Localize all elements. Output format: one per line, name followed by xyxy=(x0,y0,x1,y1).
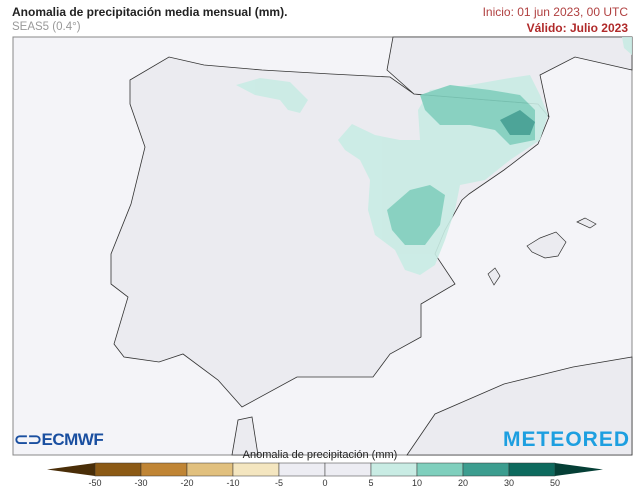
colorbar xyxy=(47,462,603,477)
model-label: SEAS5 (0.4°) xyxy=(12,21,81,33)
colorbar-segment xyxy=(370,462,418,477)
africa-landmass xyxy=(231,356,633,456)
colorbar-tick-label: -50 xyxy=(88,478,102,488)
meteored-logo: METEORED xyxy=(502,428,630,451)
init-time: Inicio: 01 jun 2023, 00 UTC xyxy=(482,5,628,19)
colorbar-tick-label: -10 xyxy=(226,478,240,488)
colorbar-segment xyxy=(278,462,326,477)
colorbar-title: Anomalia de precipitación (mm) xyxy=(242,449,398,461)
colorbar-segment xyxy=(324,462,372,477)
colorbar-tick-label: 50 xyxy=(549,478,561,488)
colorbar-tick-label: 10 xyxy=(411,478,423,488)
map-title: Anomalia de precipitación media mensual … xyxy=(12,5,288,19)
colorbar-segment xyxy=(462,462,510,477)
colorbar-segment xyxy=(186,462,234,477)
colorbar-tick-label: -20 xyxy=(180,478,194,488)
colorbar-segment xyxy=(140,462,188,477)
menorca xyxy=(576,217,597,229)
colorbar-high-arrow xyxy=(555,463,603,476)
colorbar-tick-label: 5 xyxy=(368,478,374,488)
colorbar-segment xyxy=(94,462,142,477)
anomaly-20-30 xyxy=(500,110,535,135)
ecmwf-logo: ⊂⊃ECMWF xyxy=(14,430,104,449)
precipitation-anomaly-areas xyxy=(236,37,632,275)
mallorca xyxy=(526,231,567,259)
colorbar-tick-label: 0 xyxy=(322,478,328,488)
colorbar-tick-label: 20 xyxy=(457,478,469,488)
colorbar-segment xyxy=(508,462,556,477)
colorbar-segment xyxy=(416,462,464,477)
colorbar-tick-label: -5 xyxy=(274,478,284,488)
anomaly-10-20-pyrenees xyxy=(420,85,535,145)
anomaly-5-10-north xyxy=(236,78,308,113)
colorbar-tick-label: -30 xyxy=(134,478,148,488)
colorbar-low-arrow xyxy=(47,463,95,476)
colorbar-segment xyxy=(232,462,280,477)
valid-period: Válido: Julio 2023 xyxy=(526,21,628,35)
anomaly-5-10-corner xyxy=(622,37,632,55)
ibiza xyxy=(487,267,501,286)
anomaly-10-20-valencia xyxy=(387,185,445,245)
colorbar-tick-label: 30 xyxy=(503,478,515,488)
